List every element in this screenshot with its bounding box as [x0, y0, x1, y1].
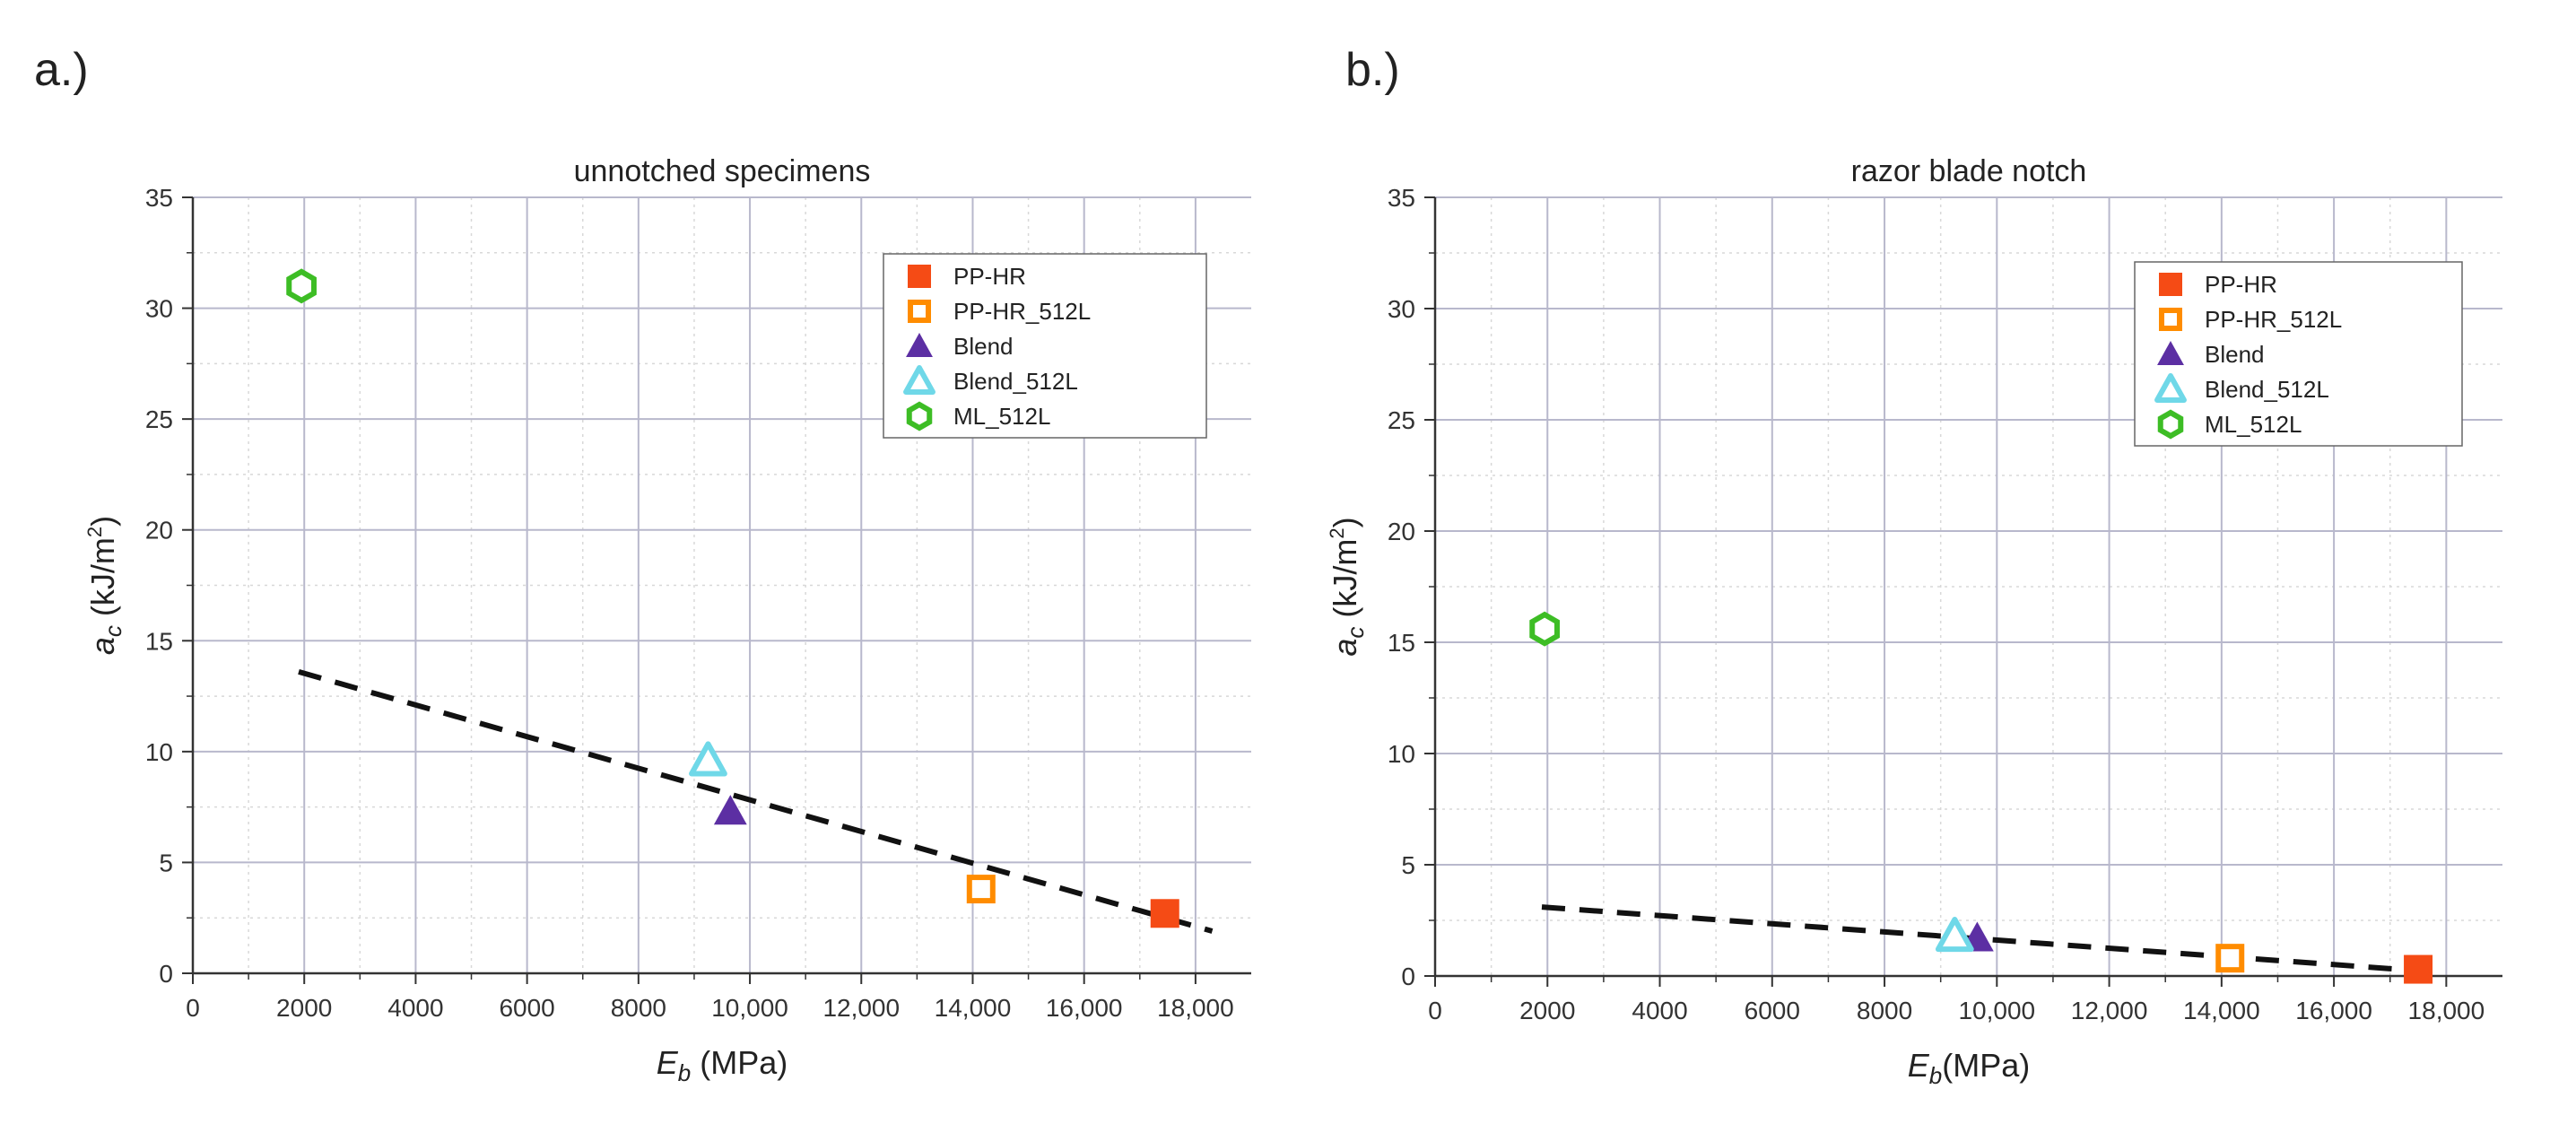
x-tick-label: 14,000	[2183, 997, 2260, 1024]
y-axis-label-main: a	[1327, 639, 1363, 657]
x-axis-label: Eb (MPa)	[657, 1044, 788, 1086]
y-tick-label: 30	[1388, 295, 1415, 323]
x-tick-label: 18,000	[2408, 997, 2485, 1024]
y-tick-label: 20	[145, 517, 173, 545]
y-axis-label-sup: 2	[1326, 527, 1348, 538]
legend-marker	[908, 300, 931, 323]
x-tick-label: 2000	[276, 994, 332, 1022]
legend-label: Blend_512L	[953, 368, 1078, 395]
data-point-blend	[713, 795, 747, 825]
x-tick-label: 4000	[387, 994, 443, 1022]
y-tick-label: 25	[145, 405, 173, 433]
y-tick-label: 5	[1401, 851, 1415, 879]
x-tick-label: 12,000	[2071, 997, 2148, 1024]
y-tick-label: 5	[159, 849, 173, 876]
legend-box	[883, 253, 1207, 439]
legend-marker	[906, 401, 933, 431]
y-tick-label: 35	[1388, 184, 1415, 212]
x-tick-label: 10,000	[1958, 997, 2035, 1024]
x-tick-label: 6000	[499, 994, 554, 1022]
panel-b: b.) 0 2000 4000 6000 8000 10,000 12,000 14,000 16…	[1326, 44, 2502, 1089]
y-tick-label: 10	[1388, 740, 1415, 768]
y-axis-label-close: )	[84, 516, 121, 527]
y-tick-label: 30	[145, 295, 173, 323]
x-tick-label: 10,000	[711, 994, 788, 1022]
x-tick-label: 6000	[1745, 997, 1800, 1024]
trend-line	[298, 668, 1214, 934]
y-axis-label-sub: c	[100, 625, 126, 637]
legend-label: PP-HR	[953, 263, 1026, 290]
x-tick-label: 14,000	[935, 994, 1012, 1022]
y-axis-label-close: )	[1327, 517, 1363, 527]
legend-box	[2134, 261, 2463, 447]
chart-title: razor blade notch	[1851, 154, 2087, 188]
y-tick-label: 10	[145, 738, 173, 766]
x-axis-label: Eb(MPa)	[1908, 1047, 2030, 1089]
x-axis-label-main: E	[1908, 1047, 1930, 1084]
x-axis-label-sub: b	[678, 1059, 691, 1086]
y-axis-label-sup: 2	[83, 527, 106, 537]
x-tick-label: 4000	[1632, 997, 1687, 1024]
panel-a: a.) 0 2000 4000 6000 8000 10,000 12,000 14,000 16…	[34, 44, 1251, 1086]
y-tick-label: 0	[1401, 963, 1415, 990]
legend: PP-HR PP-HR_512L Blend Blend_512L ML_512L	[2134, 261, 2463, 447]
legend-label: PP-HR_512L	[953, 298, 1091, 325]
data-point-blend-512l	[1935, 916, 1974, 953]
y-tick-label: 35	[145, 184, 173, 212]
y-axis-label-unit: (kJ/m	[1327, 539, 1363, 627]
x-axis-label-unit: (MPa)	[691, 1044, 788, 1081]
legend-marker	[2154, 373, 2187, 403]
panel-label: b.)	[1345, 44, 1400, 96]
legend-label: Blend	[953, 333, 1014, 360]
x-tick-label: 16,000	[1046, 994, 1123, 1022]
x-tick-label: 0	[1428, 997, 1442, 1024]
legend-marker	[2159, 308, 2182, 331]
legend-marker	[2159, 273, 2182, 296]
legend-label: PP-HR	[2205, 271, 2277, 298]
legend-label: Blend	[2205, 341, 2265, 368]
legend-label: ML_512L	[953, 403, 1050, 430]
y-axis-label-sub: c	[1342, 627, 1369, 639]
data-point-ml-512l	[1529, 611, 1560, 647]
y-axis-label-main: a	[84, 637, 121, 655]
legend-label: Blend_512L	[2205, 376, 2329, 403]
y-axis-label: ac (kJ/m2)	[83, 516, 126, 655]
y-axis-label: ac (kJ/m2)	[1326, 517, 1369, 656]
x-axis-label-main: E	[657, 1044, 679, 1081]
data-point-pp-hr	[2404, 954, 2433, 984]
legend-label: ML_512L	[2205, 411, 2302, 438]
legend-marker	[903, 365, 936, 395]
data-point-pp-hr	[1150, 899, 1179, 928]
legend-marker	[908, 265, 931, 288]
panel-label: a.)	[34, 44, 89, 96]
y-axis-label-unit: (kJ/m	[84, 537, 121, 625]
x-tick-label: 18,000	[1157, 994, 1234, 1022]
legend-marker	[2157, 409, 2184, 440]
y-tick-label: 15	[145, 627, 173, 655]
data-point-pp-hr-512l	[2215, 944, 2245, 973]
x-tick-label: 16,000	[2295, 997, 2372, 1024]
x-tick-label: 2000	[1519, 997, 1575, 1024]
legend: PP-HR PP-HR_512L Blend Blend_512L ML_512L	[883, 253, 1207, 439]
x-axis-label-sub: b	[1929, 1062, 1942, 1089]
x-tick-label: 8000	[611, 994, 666, 1022]
legend-marker	[2157, 341, 2184, 365]
legend-label: PP-HR_512L	[2205, 306, 2342, 333]
y-tick-label: 20	[1388, 518, 1415, 545]
y-tick-label: 0	[159, 960, 173, 988]
data-point-ml-512l	[286, 268, 317, 304]
y-tick-label: 15	[1388, 629, 1415, 657]
x-tick-label: 12,000	[822, 994, 900, 1022]
data-point-blend-512l	[689, 741, 727, 777]
chart-title: unnotched specimens	[574, 154, 871, 188]
x-tick-label: 8000	[1857, 997, 1912, 1024]
legend-marker	[906, 333, 933, 357]
data-point-pp-hr-512l	[966, 875, 996, 904]
x-axis-label-unit: (MPa)	[1942, 1047, 2030, 1084]
y-tick-label: 25	[1388, 406, 1415, 434]
x-tick-label: 0	[186, 994, 200, 1022]
